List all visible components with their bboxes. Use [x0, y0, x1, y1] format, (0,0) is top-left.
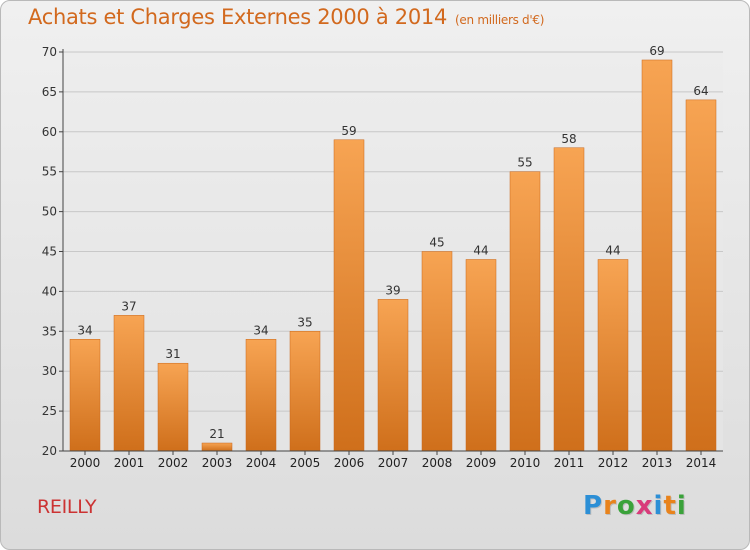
proxiti-logo: Proxiti — [583, 491, 687, 521]
y-tick-label: 45 — [42, 245, 57, 259]
bar — [113, 315, 145, 452]
bars — [69, 59, 717, 452]
x-tick-label: 2002 — [158, 456, 189, 470]
labels: 20 25 30 35 40 45 50 55 60 65 70 34 2000 37 2001 31 2002… — [42, 44, 717, 470]
y-tick-label: 70 — [42, 45, 57, 59]
logo-letter: i — [676, 491, 687, 521]
bar — [289, 331, 321, 452]
bar — [641, 59, 673, 452]
x-tick-label: 2011 — [554, 456, 585, 470]
chart-title: Achats et Charges Externes 2000 à 2014 (e… — [28, 5, 544, 29]
logo-letter: r — [603, 491, 617, 521]
x-tick-label: 2005 — [290, 456, 321, 470]
data-label: 21 — [209, 427, 224, 441]
x-tick-label: 2012 — [598, 456, 629, 470]
y-tick-label: 35 — [42, 324, 57, 338]
x-tick-label: 2010 — [510, 456, 541, 470]
data-label: 69 — [649, 44, 664, 58]
logo-letter: o — [616, 491, 636, 521]
bar — [597, 259, 629, 452]
data-label: 44 — [605, 243, 620, 257]
bar — [333, 139, 365, 452]
data-label: 55 — [517, 156, 532, 170]
x-tick-label: 2000 — [70, 456, 101, 470]
y-tick-label: 40 — [42, 284, 57, 298]
y-tick-label: 60 — [42, 125, 57, 139]
bar — [377, 299, 409, 452]
x-tick-label: 2001 — [114, 456, 145, 470]
y-tick-label: 20 — [42, 444, 57, 458]
x-tick-label: 2004 — [246, 456, 277, 470]
x-tick-label: 2006 — [334, 456, 365, 470]
x-tick-label: 2008 — [422, 456, 453, 470]
data-label: 34 — [77, 323, 92, 337]
data-label: 45 — [429, 236, 444, 250]
y-tick-label: 30 — [42, 364, 57, 378]
logo-letter: x — [635, 491, 654, 521]
data-label: 35 — [297, 315, 312, 329]
logo-letter: i — [653, 491, 664, 521]
chart-title-text: Achats et Charges Externes 2000 à 2014 — [28, 5, 448, 29]
x-tick-label: 2003 — [202, 456, 233, 470]
data-label: 34 — [253, 323, 268, 337]
x-tick-label: 2009 — [466, 456, 497, 470]
x-tick-label: 2014 — [686, 456, 717, 470]
bar — [509, 171, 541, 452]
data-label: 31 — [165, 347, 180, 361]
data-label: 44 — [473, 243, 488, 257]
chart-unit-label: (en milliers d'€) — [455, 13, 545, 27]
bar — [465, 259, 497, 452]
data-label: 39 — [385, 283, 400, 297]
bar — [245, 339, 277, 452]
commune-name: REILLY — [37, 496, 97, 518]
logo-letter: P — [583, 491, 604, 521]
bar — [157, 362, 189, 452]
y-tick-label: 55 — [42, 165, 57, 179]
x-tick-label: 2007 — [378, 456, 409, 470]
axes — [59, 49, 723, 455]
y-tick-label: 50 — [42, 205, 57, 219]
data-label: 64 — [693, 84, 708, 98]
bar — [69, 339, 101, 452]
bar — [421, 251, 453, 452]
data-label: 37 — [121, 299, 136, 313]
y-tick-label: 65 — [42, 85, 57, 99]
x-tick-label: 2013 — [642, 456, 673, 470]
bar — [201, 442, 233, 452]
bar — [685, 99, 717, 452]
data-label: 59 — [341, 124, 356, 138]
data-label: 58 — [561, 132, 576, 146]
y-tick-label: 25 — [42, 404, 57, 418]
logo-letter: t — [663, 491, 677, 521]
bar — [553, 147, 585, 452]
